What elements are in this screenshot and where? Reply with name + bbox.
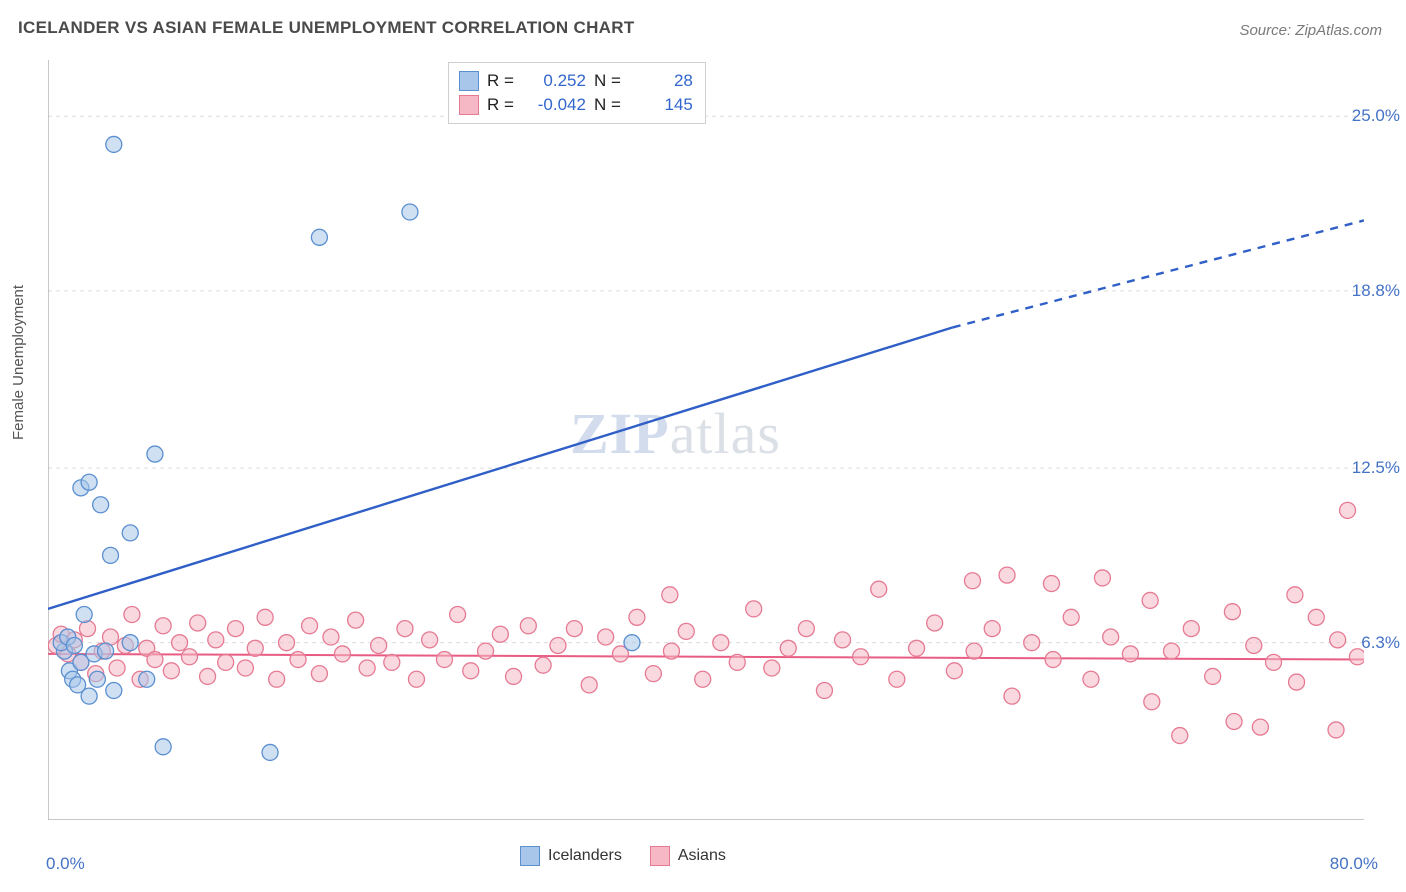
y-axis-label: Female Unemployment bbox=[10, 285, 27, 440]
legend-item-asians: Asians bbox=[650, 846, 726, 866]
legend-row-icelanders: R = 0.252 N = 28 bbox=[459, 69, 693, 93]
legend-n-label: N = bbox=[594, 69, 621, 93]
x-axis-max-label: 80.0% bbox=[1330, 854, 1378, 874]
legend-item-icelanders: Icelanders bbox=[520, 846, 622, 866]
legend-label: Asians bbox=[678, 847, 726, 865]
y-tick-label: 12.5% bbox=[1352, 458, 1400, 478]
legend-n-label: N = bbox=[594, 93, 621, 117]
series-legend: Icelanders Asians bbox=[520, 846, 726, 866]
legend-row-asians: R = -0.042 N = 145 bbox=[459, 93, 693, 117]
legend-n-value: 28 bbox=[629, 69, 693, 93]
legend-r-value: 0.252 bbox=[522, 69, 586, 93]
legend-n-value: 145 bbox=[629, 93, 693, 117]
legend-r-label: R = bbox=[487, 69, 514, 93]
legend-r-label: R = bbox=[487, 93, 514, 117]
legend-r-value: -0.042 bbox=[522, 93, 586, 117]
legend-swatch-icelanders bbox=[520, 846, 540, 866]
scatter-plot bbox=[48, 60, 1364, 820]
legend-swatch-asians bbox=[650, 846, 670, 866]
x-axis-min-label: 0.0% bbox=[46, 854, 85, 874]
legend-swatch-asians bbox=[459, 95, 479, 115]
chart-title: ICELANDER VS ASIAN FEMALE UNEMPLOYMENT C… bbox=[18, 18, 635, 38]
y-tick-label: 25.0% bbox=[1352, 106, 1400, 126]
source-attribution: Source: ZipAtlas.com bbox=[1239, 22, 1382, 39]
legend-label: Icelanders bbox=[548, 847, 622, 865]
y-tick-label: 6.3% bbox=[1361, 633, 1400, 653]
y-tick-label: 18.8% bbox=[1352, 281, 1400, 301]
correlation-legend: R = 0.252 N = 28 R = -0.042 N = 145 bbox=[448, 62, 706, 124]
legend-swatch-icelanders bbox=[459, 71, 479, 91]
